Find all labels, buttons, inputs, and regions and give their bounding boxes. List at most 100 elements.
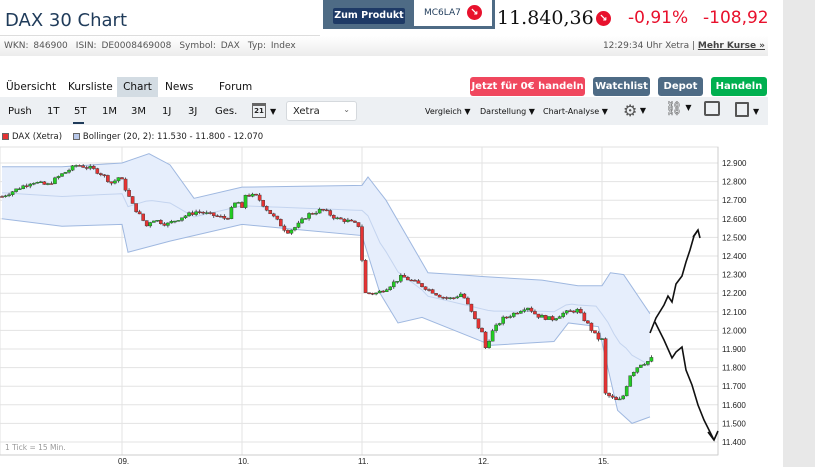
display-menu[interactable]: Darstellung ▼ xyxy=(480,107,535,116)
trade-free-button[interactable]: Jetzt für 0€ handeln xyxy=(470,77,585,96)
range-ges[interactable]: Ges. xyxy=(215,106,238,117)
candle xyxy=(540,315,544,318)
gear-icon[interactable]: ⚙ ▼ xyxy=(623,101,647,120)
calendar-icon[interactable]: 21 xyxy=(252,103,266,118)
compare-menu[interactable]: Vergleich ▼ xyxy=(425,107,471,116)
candle xyxy=(649,357,654,362)
candle xyxy=(483,331,488,348)
candle xyxy=(646,361,650,365)
range-1j[interactable]: 1J xyxy=(162,106,172,117)
tab-forum[interactable]: Forum xyxy=(219,81,253,93)
meta-strip xyxy=(0,36,768,56)
candle xyxy=(550,316,555,321)
watchlist-button[interactable]: Watchlist xyxy=(593,77,650,96)
candle xyxy=(448,297,453,299)
candle xyxy=(264,206,269,211)
tab-uebersicht[interactable]: Übersicht xyxy=(6,81,57,93)
analysis-label: Chart-Analyse xyxy=(543,107,600,116)
candle xyxy=(360,226,364,261)
bollinger-upper xyxy=(2,153,651,314)
share-icon[interactable]: ⛓ ▼ xyxy=(665,101,692,117)
range-1m[interactable]: 1M xyxy=(102,106,117,117)
exchange-select[interactable]: Xetra ⌄ xyxy=(286,101,357,121)
candle xyxy=(589,322,594,331)
candle xyxy=(395,281,400,283)
candle xyxy=(84,167,89,169)
y-tick-label: 11.600 xyxy=(722,401,746,410)
candle xyxy=(571,310,576,313)
bollinger-lower xyxy=(1,218,651,424)
candle xyxy=(183,215,188,218)
candle xyxy=(286,230,290,234)
analysis-menu[interactable]: Chart-Analyse ▼ xyxy=(543,107,608,116)
candle xyxy=(197,211,202,213)
x-tick-label: 10. xyxy=(238,457,249,466)
candle xyxy=(399,275,403,282)
instrument-meta: WKN: 846900 ISIN: DE0008469008 Symbol: DAX… xyxy=(4,41,304,51)
candle xyxy=(130,196,135,204)
candle xyxy=(462,293,467,299)
candle xyxy=(21,185,25,190)
range-push[interactable]: Push xyxy=(8,106,32,117)
print-icon[interactable] xyxy=(704,101,720,116)
arrow-down-right-icon: ↘ xyxy=(467,5,482,20)
compare-label: Vergleich xyxy=(425,107,462,116)
candle xyxy=(134,203,138,212)
candle xyxy=(515,312,520,315)
y-tick-label: 12.200 xyxy=(722,289,747,298)
candle xyxy=(522,309,527,312)
tab-chart[interactable]: Chart xyxy=(117,77,158,97)
depot-button[interactable]: Depot xyxy=(658,77,703,96)
candle xyxy=(46,183,50,185)
candle xyxy=(624,386,629,397)
candle xyxy=(409,279,414,282)
candle xyxy=(194,211,198,215)
candle xyxy=(406,277,410,281)
candle xyxy=(391,281,396,288)
candle xyxy=(317,209,322,214)
candle xyxy=(346,219,350,222)
y-tick-label: 12.700 xyxy=(722,196,747,205)
arrow-down-right-icon: ↘ xyxy=(596,11,611,26)
chevron-down-icon: ⌄ xyxy=(343,105,350,114)
range-3m[interactable]: 3M xyxy=(131,106,146,117)
y-tick-label: 11.800 xyxy=(722,364,746,373)
candle xyxy=(353,220,357,223)
save-icon[interactable] xyxy=(735,102,749,117)
candle xyxy=(180,217,184,221)
candle xyxy=(314,212,318,215)
y-tick-label: 11.900 xyxy=(722,345,746,354)
candle xyxy=(490,330,495,342)
more-quotes-link[interactable]: Mehr Kurse » xyxy=(697,41,765,51)
candle xyxy=(275,215,280,220)
drawn-down-arrow xyxy=(654,321,715,441)
candle xyxy=(14,188,18,192)
candle xyxy=(423,286,428,290)
caret-down-icon[interactable]: ▼ xyxy=(753,107,760,116)
tab-kursliste[interactable]: Kursliste xyxy=(68,81,113,93)
bollinger-band xyxy=(2,153,650,424)
range-1t[interactable]: 1T xyxy=(47,106,60,117)
candle xyxy=(219,215,223,218)
tab-news[interactable]: News xyxy=(165,81,194,93)
zum-produkt-button[interactable]: Zum Produkt xyxy=(333,8,405,24)
legend-bollinger: Bollinger (20, 2): 11.530 - 11.800 - 12.… xyxy=(82,132,264,142)
y-tick-label: 12.500 xyxy=(722,233,747,242)
candle xyxy=(250,193,255,197)
candle xyxy=(451,297,456,299)
range-5t[interactable]: 5T xyxy=(74,106,87,117)
price-chart[interactable]: 12.90012.80012.70012.60012.50012.40012.3… xyxy=(0,0,783,467)
type: Typ: Index xyxy=(247,41,296,51)
change-percent: -0,91% xyxy=(628,8,689,28)
range-3j[interactable]: 3J xyxy=(188,106,198,117)
candle xyxy=(331,215,336,219)
caret-down-icon[interactable]: ▼ xyxy=(270,107,277,116)
candle xyxy=(596,332,601,340)
trade-button[interactable]: Handeln xyxy=(711,77,767,96)
product-code[interactable]: MC6LA7 xyxy=(424,8,461,18)
candle xyxy=(77,165,82,167)
candle xyxy=(102,174,107,176)
candle xyxy=(310,213,315,215)
candle xyxy=(233,202,237,208)
candle xyxy=(176,220,181,222)
